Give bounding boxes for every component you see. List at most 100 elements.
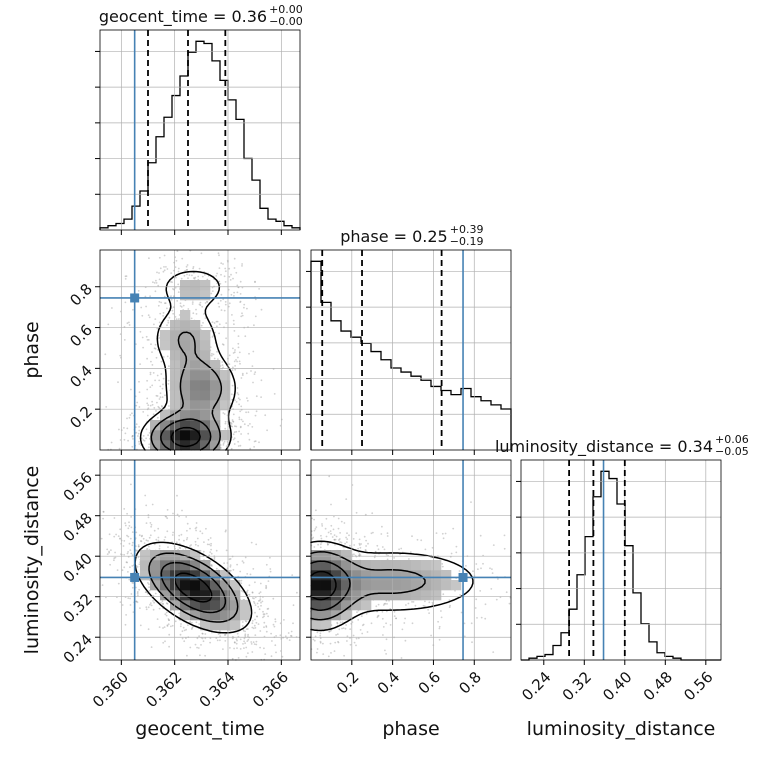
scatter-point (475, 563, 478, 565)
scatter-point (136, 592, 139, 595)
scatter-point (128, 578, 131, 581)
scatter-point (219, 282, 222, 285)
scatter-point (160, 602, 162, 604)
scatter-point (239, 301, 242, 303)
scatter-point (263, 615, 265, 618)
scatter-point (241, 560, 244, 562)
scatter-point (320, 541, 323, 544)
scatter-point (357, 637, 360, 640)
scatter-point (168, 316, 171, 319)
scatter-point (240, 579, 243, 582)
scatter-point (400, 547, 403, 550)
scatter-point (239, 362, 241, 365)
scatter-point (176, 250, 179, 253)
scatter-point (328, 630, 331, 633)
scatter-point (232, 277, 234, 280)
scatter-point (182, 304, 185, 307)
scatter-point (231, 657, 234, 660)
scatter-point (330, 652, 332, 654)
density-bin (331, 570, 342, 581)
density-bin (180, 440, 191, 451)
density-bin (180, 430, 191, 441)
scatter-point (127, 535, 130, 538)
title-minus-geocent_time: −0.00 (269, 15, 303, 28)
scatter-point (186, 522, 189, 525)
scatter-point (319, 640, 322, 643)
density-bin (180, 320, 191, 331)
scatter-point (205, 527, 207, 530)
scatter-point (375, 605, 378, 608)
scatter-point (168, 365, 170, 368)
density-bin (391, 560, 402, 571)
axes-frame-0-2 (99, 459, 301, 661)
scatter-point (189, 527, 191, 530)
tick-label-y: 0.56 (60, 468, 96, 504)
tick-label-x: 0.362 (142, 668, 185, 711)
scatter-point (183, 274, 186, 277)
scatter-point (231, 314, 233, 316)
scatter-point (132, 438, 134, 440)
scatter-point (208, 554, 211, 557)
scatter-point (495, 598, 498, 601)
scatter-point (138, 391, 141, 394)
scatter-point (383, 602, 386, 605)
scatter-point (336, 621, 339, 624)
scatter-point (235, 425, 238, 428)
scatter-point (111, 307, 113, 309)
scatter-point (166, 268, 169, 270)
scatter-point (336, 633, 339, 636)
scatter-point (104, 353, 107, 356)
density-bin (210, 370, 221, 381)
scatter-point (382, 634, 384, 636)
scatter-point (230, 393, 233, 396)
scatter-point (199, 654, 201, 657)
scatter-point (270, 655, 273, 658)
scatter-point (128, 521, 130, 524)
scatter-point (385, 553, 388, 556)
scatter-point (265, 626, 268, 628)
scatter-point (210, 548, 213, 551)
scatter-point (319, 641, 322, 644)
scatter-point (314, 635, 317, 638)
scatter-point (153, 347, 156, 350)
scatter-point (267, 607, 270, 610)
density-bin (361, 560, 372, 571)
scatter-point (353, 641, 356, 644)
density-bin (150, 560, 161, 571)
scatter-point (292, 604, 295, 607)
scatter-point (153, 543, 156, 546)
density-bin (210, 430, 221, 441)
scatter-point (233, 647, 236, 650)
scatter-point (333, 538, 336, 541)
scatter-point (367, 542, 369, 545)
density-bin (180, 290, 191, 301)
scatter-point (130, 552, 133, 555)
scatter-point (130, 516, 133, 518)
scatter-point (358, 544, 361, 546)
scatter-point (135, 600, 138, 603)
scatter-point (244, 633, 247, 636)
scatter-point (232, 413, 235, 416)
scatter-point (404, 639, 407, 642)
scatter-point (145, 504, 148, 507)
scatter-point (164, 536, 167, 538)
scatter-point (144, 295, 147, 298)
scatter-point (222, 263, 224, 265)
scatter-point (264, 653, 267, 655)
scatter-point (484, 617, 487, 620)
scatter-point (156, 327, 159, 330)
scatter-point (209, 564, 212, 567)
scatter-point (287, 632, 290, 634)
scatter-point (251, 365, 254, 367)
scatter-point (233, 437, 236, 440)
scatter-point (145, 428, 148, 431)
scatter-point (151, 384, 154, 387)
scatter-point (108, 551, 110, 554)
scatter-point (223, 275, 226, 278)
scatter-point (181, 630, 184, 633)
scatter-point (116, 569, 119, 571)
scatter-point (170, 625, 172, 628)
scatter-point (125, 561, 128, 564)
scatter-point (505, 591, 508, 594)
density-bin (180, 380, 191, 391)
